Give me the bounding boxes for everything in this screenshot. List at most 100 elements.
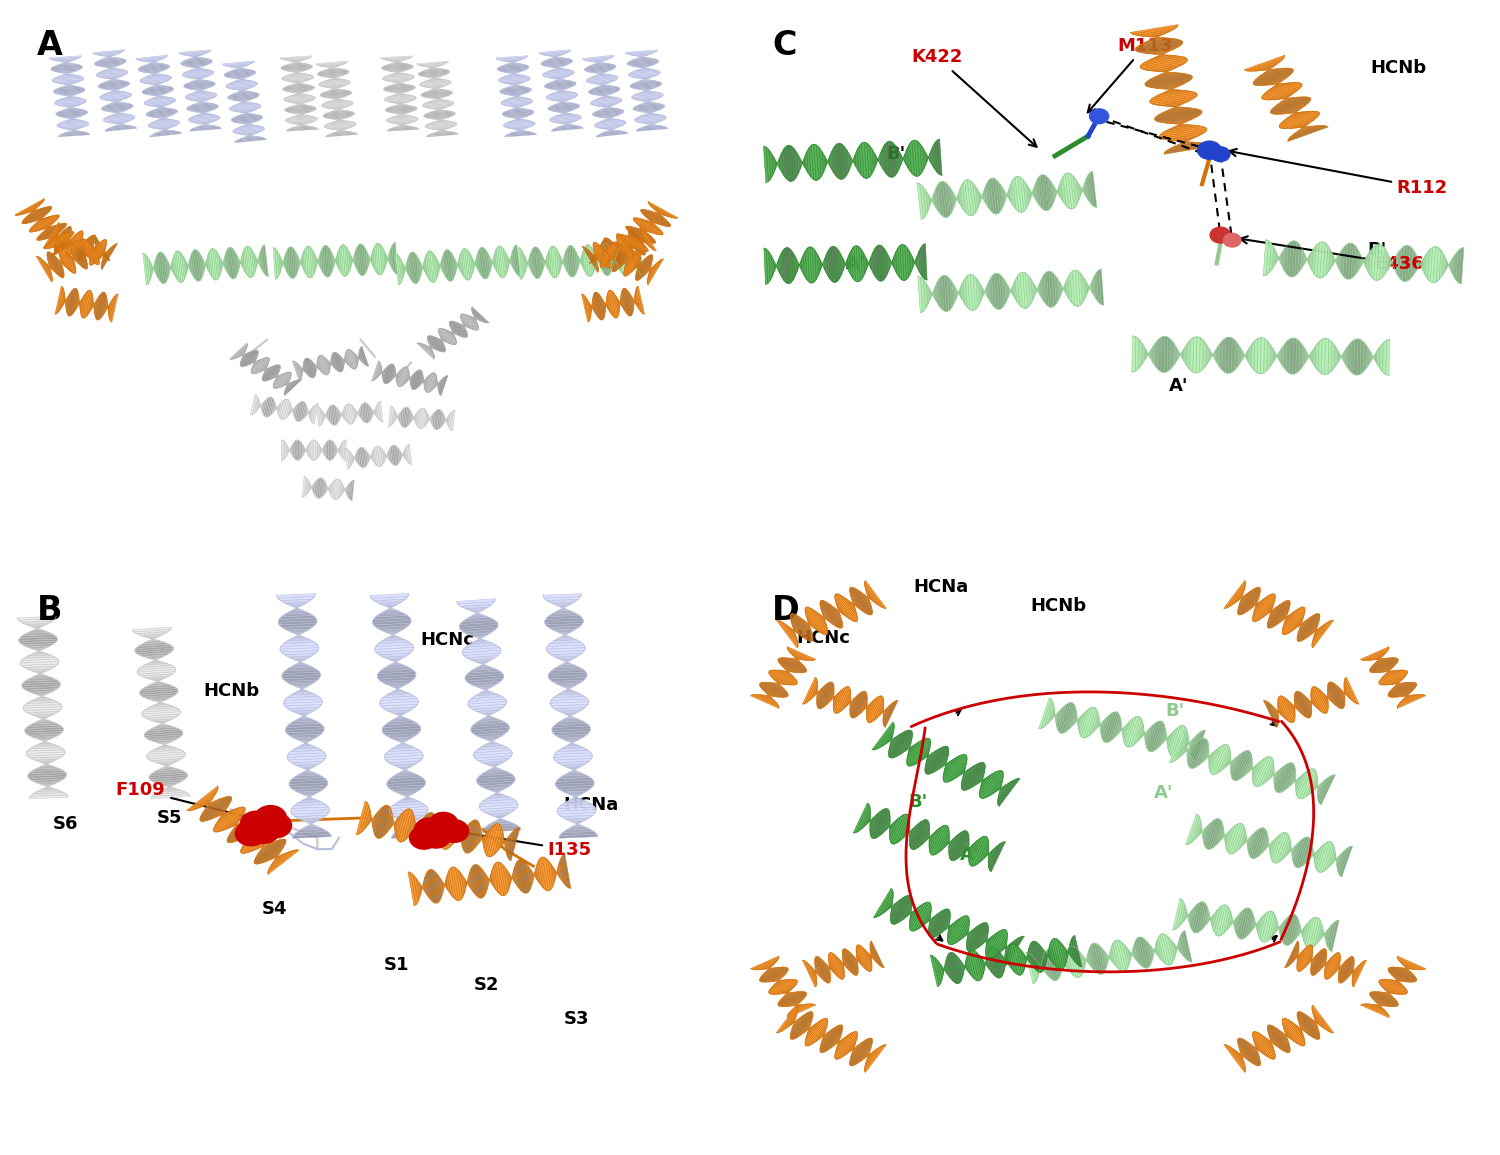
Polygon shape — [584, 247, 598, 271]
Polygon shape — [1252, 68, 1293, 84]
Polygon shape — [285, 379, 300, 394]
Polygon shape — [380, 402, 382, 422]
Polygon shape — [1306, 1015, 1318, 1031]
Polygon shape — [602, 297, 606, 314]
Polygon shape — [584, 295, 590, 321]
Polygon shape — [821, 1027, 837, 1049]
Polygon shape — [626, 226, 656, 243]
Polygon shape — [483, 797, 514, 802]
Polygon shape — [856, 146, 861, 176]
Polygon shape — [465, 643, 496, 648]
Polygon shape — [232, 88, 252, 90]
Polygon shape — [284, 702, 322, 706]
Polygon shape — [1374, 992, 1396, 1001]
Polygon shape — [327, 440, 328, 460]
Polygon shape — [636, 255, 651, 281]
Polygon shape — [440, 375, 447, 395]
Polygon shape — [1174, 344, 1178, 365]
Polygon shape — [586, 299, 591, 315]
Polygon shape — [438, 261, 440, 271]
Polygon shape — [512, 131, 530, 133]
Polygon shape — [206, 802, 231, 821]
Polygon shape — [588, 245, 591, 276]
Polygon shape — [1312, 624, 1324, 640]
Polygon shape — [616, 237, 628, 258]
Polygon shape — [1240, 594, 1246, 603]
Polygon shape — [272, 852, 280, 859]
Polygon shape — [604, 245, 618, 266]
Polygon shape — [1252, 828, 1264, 858]
Polygon shape — [548, 58, 566, 60]
Polygon shape — [56, 286, 63, 314]
Polygon shape — [282, 440, 284, 461]
Polygon shape — [87, 240, 99, 261]
Polygon shape — [789, 650, 812, 661]
Polygon shape — [1396, 690, 1413, 698]
Polygon shape — [192, 91, 210, 94]
Polygon shape — [821, 1024, 840, 1051]
Polygon shape — [1155, 54, 1170, 58]
Polygon shape — [596, 243, 610, 267]
Polygon shape — [490, 870, 495, 889]
Polygon shape — [33, 216, 51, 225]
Polygon shape — [932, 826, 948, 855]
Polygon shape — [360, 447, 363, 468]
Polygon shape — [804, 251, 807, 280]
Polygon shape — [818, 956, 831, 982]
Polygon shape — [462, 648, 501, 653]
Polygon shape — [188, 104, 218, 107]
Polygon shape — [216, 810, 226, 817]
Polygon shape — [53, 76, 82, 80]
Polygon shape — [54, 64, 80, 67]
Polygon shape — [230, 65, 248, 67]
Polygon shape — [96, 52, 122, 55]
Polygon shape — [429, 336, 445, 350]
Polygon shape — [202, 798, 231, 821]
Polygon shape — [509, 873, 512, 884]
Polygon shape — [1144, 349, 1149, 359]
Text: B': B' — [1368, 241, 1386, 259]
Polygon shape — [561, 856, 568, 888]
Polygon shape — [1296, 1026, 1302, 1034]
Polygon shape — [236, 253, 238, 271]
Polygon shape — [254, 839, 284, 862]
Polygon shape — [800, 618, 812, 634]
Polygon shape — [1332, 854, 1336, 864]
Polygon shape — [390, 84, 408, 85]
Polygon shape — [598, 83, 608, 84]
Polygon shape — [786, 146, 790, 181]
Polygon shape — [600, 119, 619, 121]
Polygon shape — [550, 80, 568, 82]
Polygon shape — [926, 746, 945, 773]
Polygon shape — [1122, 942, 1130, 968]
Polygon shape — [184, 83, 216, 88]
Polygon shape — [622, 289, 630, 316]
Polygon shape — [904, 245, 909, 280]
Polygon shape — [954, 832, 969, 860]
Polygon shape — [150, 777, 188, 782]
Polygon shape — [1180, 349, 1184, 360]
Polygon shape — [1292, 845, 1296, 855]
Polygon shape — [232, 109, 258, 112]
Polygon shape — [821, 609, 833, 625]
Polygon shape — [291, 761, 322, 765]
Polygon shape — [1142, 57, 1186, 66]
Polygon shape — [148, 124, 178, 128]
Polygon shape — [388, 806, 427, 811]
Polygon shape — [790, 1015, 802, 1031]
Polygon shape — [1218, 904, 1227, 936]
Polygon shape — [20, 662, 58, 665]
Polygon shape — [640, 77, 650, 80]
Polygon shape — [1140, 58, 1188, 67]
Polygon shape — [273, 373, 279, 379]
Polygon shape — [1428, 247, 1432, 282]
Polygon shape — [142, 708, 180, 713]
Polygon shape — [489, 874, 492, 885]
Polygon shape — [345, 404, 350, 424]
Polygon shape — [304, 358, 313, 378]
Polygon shape — [292, 362, 300, 381]
Polygon shape — [626, 252, 640, 276]
Polygon shape — [1365, 650, 1388, 661]
Polygon shape — [358, 349, 366, 365]
Polygon shape — [394, 716, 406, 718]
